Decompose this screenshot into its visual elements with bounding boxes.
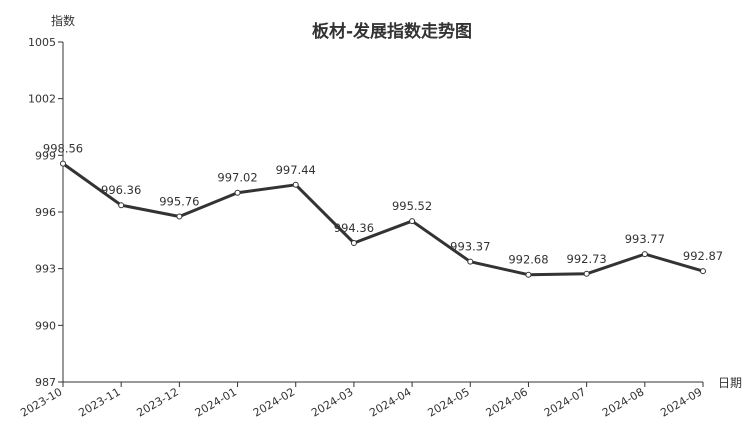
x-tick-label: 2024-01	[193, 385, 239, 419]
chart-title: 板材-发展指数走势图	[312, 21, 472, 42]
x-tick-label: 2024-04	[367, 385, 413, 419]
data-label: 996.36	[101, 183, 141, 197]
x-tick-label: 2023-12	[135, 385, 181, 419]
data-label: 993.37	[450, 240, 490, 254]
data-point	[350, 239, 357, 246]
data-point	[176, 213, 183, 220]
data-point	[700, 268, 706, 275]
data-point	[467, 258, 474, 265]
data-point	[60, 160, 66, 167]
data-point	[525, 271, 532, 278]
series-line	[61, 162, 705, 277]
data-point	[641, 251, 648, 258]
x-tick-label: 2024-03	[309, 385, 355, 419]
y-axis-ticks: 987 990 993 996 999 1002 1005	[28, 36, 63, 389]
x-tick-label: 2024-09	[658, 385, 704, 419]
x-tick-label: 2024-02	[251, 385, 297, 419]
data-label: 994.36	[334, 221, 374, 235]
x-axis-ticks: 2023-10 2023-11 2023-12 2024-01 2024-02 2024-…	[18, 382, 705, 420]
data-point	[292, 181, 299, 188]
data-label: 992.68	[508, 253, 548, 267]
y-tick-label: 993	[35, 263, 56, 276]
data-point	[118, 202, 125, 209]
data-label: 992.73	[567, 252, 607, 266]
y-tick-label: 1005	[28, 36, 56, 49]
y-tick-label: 1002	[28, 93, 56, 106]
y-tick-label: 996	[35, 206, 56, 219]
data-label: 997.02	[217, 171, 257, 185]
data-label: 993.77	[625, 232, 665, 246]
x-tick-label: 2024-08	[600, 385, 646, 419]
x-tick-label: 2023-10	[18, 385, 64, 419]
data-point	[583, 270, 590, 277]
y-tick-label: 987	[35, 376, 56, 389]
y-axis-name: 指数	[51, 13, 75, 28]
y-tick-label: 999	[35, 149, 56, 162]
data-label: 995.76	[159, 195, 199, 209]
data-points	[60, 160, 706, 278]
x-axis-name: 日期	[718, 376, 742, 390]
data-label: 997.44	[276, 163, 316, 177]
x-tick-label: 2023-11	[76, 385, 122, 419]
data-label: 992.87	[683, 249, 723, 263]
data-label: 998.56	[43, 142, 83, 156]
x-tick-label: 2024-06	[484, 385, 530, 419]
data-labels: 998.56 996.36 995.76 997.02 997.44 994.36 995.…	[43, 142, 723, 267]
data-label: 995.52	[392, 199, 432, 213]
data-point	[234, 189, 241, 196]
data-point	[409, 218, 416, 225]
x-tick-label: 2024-05	[425, 385, 471, 419]
x-tick-label: 2024-07	[542, 385, 588, 419]
y-tick-label: 990	[35, 319, 56, 332]
